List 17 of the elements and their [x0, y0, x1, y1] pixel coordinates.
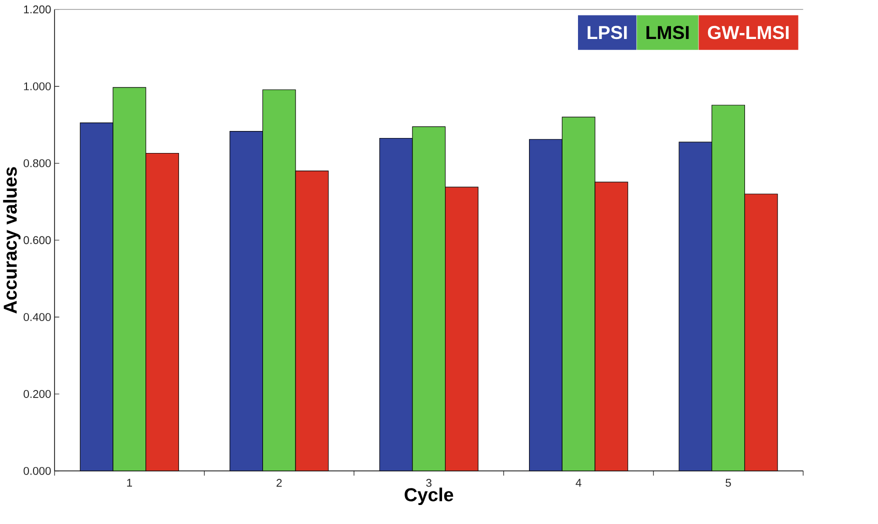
- x-tick-label: 3: [426, 478, 432, 487]
- x-tick-label: 2: [276, 478, 282, 487]
- text: GW-LMSI: [708, 26, 789, 39]
- x-axis-title: Cycle: [404, 487, 454, 505]
- x-tick-label: 4: [576, 478, 582, 486]
- y-tick-label: 0.400: [24, 312, 51, 321]
- y-tick-label: 0.000: [24, 466, 51, 475]
- y-tick-label: 1.200: [24, 5, 51, 14]
- x-tick-label: 5: [726, 478, 731, 487]
- y-tick-label: 0.800: [24, 159, 51, 167]
- text: LMSI: [646, 26, 689, 39]
- y-tick-label: 0.600: [24, 236, 51, 244]
- x-tick-label: 1: [127, 478, 132, 486]
- y-axis-title: Accuracy values: [3, 166, 21, 314]
- y-tick-label: 1.000: [24, 82, 51, 90]
- y-tick-label: 0.200: [24, 390, 51, 398]
- text: LPSI: [588, 26, 627, 39]
